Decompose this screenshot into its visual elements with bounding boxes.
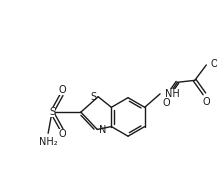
Text: S: S [90,92,96,102]
Text: NH₂: NH₂ [39,137,58,147]
Text: O: O [162,98,170,108]
Text: O: O [202,96,210,107]
Text: S: S [49,107,55,117]
Text: O: O [59,129,66,139]
Text: O: O [210,59,217,69]
Text: NH: NH [165,89,180,99]
Text: O: O [59,85,66,95]
Text: N: N [99,125,107,136]
